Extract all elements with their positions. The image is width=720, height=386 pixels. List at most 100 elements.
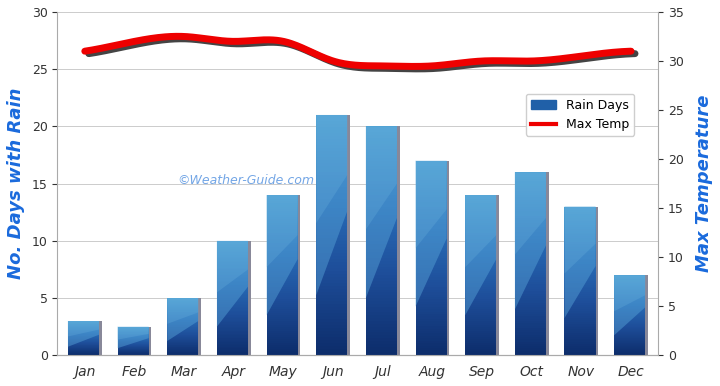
Bar [564,354,595,356]
Polygon shape [316,115,347,223]
Bar [217,295,248,297]
Bar [564,227,595,229]
Bar [217,300,248,301]
Bar [515,177,546,179]
Bar [564,218,595,220]
Bar [465,269,496,271]
Bar [366,281,397,284]
Bar [415,261,446,263]
Bar [465,337,496,339]
Bar [68,337,99,338]
Bar [564,286,595,288]
Bar [564,340,595,342]
Bar [217,332,248,334]
Bar [316,328,347,331]
Bar [68,327,99,328]
Bar [614,335,645,336]
Bar [366,292,397,295]
Bar [465,205,496,207]
Bar [167,318,198,319]
Bar [366,332,397,335]
Polygon shape [117,327,148,348]
Bar [614,314,645,315]
Bar [614,332,645,333]
Polygon shape [366,126,397,298]
Bar [465,209,496,211]
Bar [266,323,297,325]
Bar [465,263,496,265]
Bar [564,300,595,301]
Bar [465,329,496,331]
Bar [465,265,496,267]
Bar [266,289,297,291]
Bar [465,351,496,353]
Bar [515,325,546,328]
Bar [564,223,595,225]
Bar [217,351,248,352]
Bar [564,251,595,253]
Bar [316,208,347,211]
Bar [266,229,297,231]
Bar [564,247,595,249]
Bar [515,188,546,191]
Bar [415,188,446,190]
Bar [266,339,297,341]
Bar [366,241,397,244]
Bar [465,349,496,351]
Bar [366,269,397,273]
Bar [316,259,347,262]
Bar [564,327,595,329]
Bar [515,289,546,291]
Bar [515,193,546,195]
Bar [217,292,248,294]
Bar [366,135,397,138]
Bar [316,178,347,181]
Bar [217,252,248,254]
Bar [316,229,347,232]
Bar [415,195,446,197]
Bar [316,319,347,322]
Bar [316,169,347,172]
Bar [266,215,297,217]
Bar [366,321,397,324]
Bar [366,190,397,192]
Bar [515,296,546,298]
Bar [515,342,546,344]
Bar [266,297,297,299]
Bar [415,350,446,353]
Bar [366,264,397,267]
Bar [564,236,595,238]
Bar [167,352,198,353]
Bar [465,353,496,356]
Bar [316,232,347,235]
Bar [415,219,446,222]
Bar [366,175,397,178]
Bar [297,195,300,356]
Bar [167,341,198,342]
Bar [415,202,446,205]
Bar [564,270,595,272]
Bar [68,347,99,348]
Bar [415,256,446,258]
Polygon shape [217,241,248,292]
Bar [415,295,446,297]
Bar [515,268,546,271]
Bar [266,319,297,321]
Bar [465,303,496,305]
Bar [465,231,496,233]
Bar [68,335,99,336]
Bar [465,325,496,327]
Bar [217,267,248,268]
Bar [266,199,297,201]
Bar [266,197,297,199]
Bar [465,319,496,321]
Bar [515,252,546,255]
Bar [366,152,397,155]
Bar [515,353,546,356]
Bar [217,242,248,244]
Bar [316,295,347,298]
Bar [465,301,496,303]
Bar [366,290,397,292]
Bar [564,231,595,233]
Bar [564,210,595,212]
